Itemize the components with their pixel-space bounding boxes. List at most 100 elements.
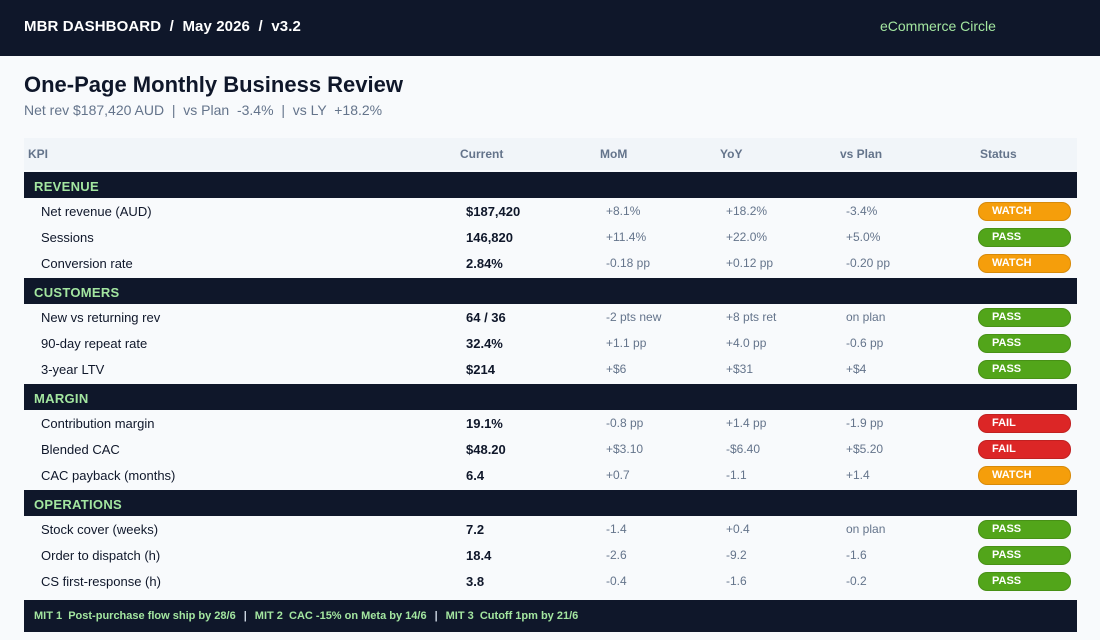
current-value: $48.20 xyxy=(466,442,506,457)
section-header-revenue: REVENUE xyxy=(24,172,1077,198)
current-value: 2.84% xyxy=(466,256,503,271)
kpi-table: KPI Current MoM YoY vs Plan Status REVEN… xyxy=(24,138,1077,594)
yoy-change: +4.0 pp xyxy=(726,336,767,350)
current-value: 6.4 xyxy=(466,468,485,483)
mom-change: +11.4% xyxy=(606,230,647,244)
kpi-name: Net revenue (AUD) xyxy=(41,204,152,219)
mom-change: +$3.10 xyxy=(606,442,644,456)
yoy-change: +$31 xyxy=(726,362,754,376)
mom-change: +$6 xyxy=(606,362,627,376)
mit-footer: MIT 1 Post-purchase flow ship by 28/6 | MI… xyxy=(24,600,1077,632)
mom-change: +1.1 pp xyxy=(606,336,647,350)
vs-plan-change: -0.2 xyxy=(846,574,867,588)
status-badge: PASS xyxy=(978,334,1071,353)
yoy-change: -$6.40 xyxy=(726,442,761,456)
mit-item: MIT 1 Post-purchase flow ship by 28/6 xyxy=(34,610,236,622)
status-badge: WATCH xyxy=(978,202,1071,221)
section-header-margin: MARGIN xyxy=(24,384,1077,410)
vs-plan-change: +$4 xyxy=(846,362,867,376)
mom-change: +0.7 xyxy=(606,468,630,482)
status-badge: PASS xyxy=(978,228,1071,247)
kpi-name: Sessions xyxy=(41,230,94,245)
yoy-change: +0.4 xyxy=(726,522,750,536)
vs-plan-change: -0.20 pp xyxy=(846,256,891,270)
yoy-change: +0.12 pp xyxy=(726,256,774,270)
vs-plan-change: -3.4% xyxy=(846,204,878,218)
column-header-status: Status xyxy=(980,147,1017,161)
status-badge: PASS xyxy=(978,360,1071,379)
table-row: Conversion rate 2.84% -0.18 pp +0.12 pp -0.2… xyxy=(24,250,1077,276)
vs-plan-change: on plan xyxy=(846,310,886,324)
table-row: Blended CAC $48.20 +$3.10 -$6.40 +$5.20 FAIL xyxy=(24,436,1077,462)
yoy-change: -1.1 xyxy=(726,468,747,482)
kpi-name: CS first-response (h) xyxy=(41,574,161,589)
column-header-mom: MoM xyxy=(600,147,628,161)
status-badge: FAIL xyxy=(978,440,1071,459)
table-row: CS first-response (h) 3.8 -0.4 -1.6 -0.2 PASS xyxy=(24,568,1077,594)
column-header-vs-plan: vs Plan xyxy=(840,147,883,161)
current-value: 18.4 xyxy=(466,548,492,563)
table-row: Sessions 146,820 +11.4% +22.0% +5.0% PASS xyxy=(24,224,1077,250)
current-value: 32.4% xyxy=(466,336,503,351)
table-row: 3-year LTV $214 +$6 +$31 +$4 PASS xyxy=(24,356,1077,382)
column-header-yoy: YoY xyxy=(720,147,743,161)
page-subtitle: Net rev $187,420 AUD | vs Plan -3.4% | v… xyxy=(24,102,383,118)
section-title: OPERATIONS xyxy=(34,497,122,512)
kpi-name: Stock cover (weeks) xyxy=(41,522,159,537)
page-title: One-Page Monthly Business Review xyxy=(24,72,403,97)
yoy-change: -9.2 xyxy=(726,548,747,562)
table-row: 90-day repeat rate 32.4% +1.1 pp +4.0 pp -0.… xyxy=(24,330,1077,356)
vs-plan-change: -0.6 pp xyxy=(846,336,884,350)
mom-change: +8.1% xyxy=(606,204,641,218)
vs-plan-change: on plan xyxy=(846,522,886,536)
brand-name: eCommerce Circle xyxy=(880,18,996,34)
table-row: Stock cover (weeks) 7.2 -1.4 +0.4 on plan PAS… xyxy=(24,516,1077,542)
yoy-change: +22.0% xyxy=(726,230,768,244)
kpi-name: Blended CAC xyxy=(41,442,120,457)
current-value: $187,420 xyxy=(466,204,521,219)
mom-change: -1.4 xyxy=(606,522,627,536)
column-header-kpi: KPI xyxy=(28,147,49,161)
kpi-name: 3-year LTV xyxy=(41,362,105,377)
mit-separator: | xyxy=(434,610,438,622)
vs-plan-change: +$5.20 xyxy=(846,442,884,456)
section-title: CUSTOMERS xyxy=(34,285,120,300)
mom-change: -2 pts new xyxy=(606,310,662,324)
table-row: New vs returning rev 64 / 36 -2 pts new +8 … xyxy=(24,304,1077,330)
vs-plan-change: -1.9 pp xyxy=(846,416,884,430)
current-value: 3.8 xyxy=(466,574,485,589)
mit-list: MIT 1 Post-purchase flow ship by 28/6 | MI… xyxy=(34,610,578,622)
mom-change: -0.18 pp xyxy=(606,256,651,270)
table-body: REVENUE Net revenue (AUD) $187,420 +8.1% +18… xyxy=(24,172,1077,594)
status-badge: FAIL xyxy=(978,414,1071,433)
mit-item: MIT 3 Cutoff 1pm by 21/6 xyxy=(445,610,579,622)
status-badge: WATCH xyxy=(978,254,1071,273)
table-row: CAC payback (months) 6.4 +0.7 -1.1 +1.4 WATCH xyxy=(24,462,1077,488)
kpi-name: New vs returning rev xyxy=(41,310,161,325)
kpi-name: Order to dispatch (h) xyxy=(41,548,161,563)
kpi-name: Conversion rate xyxy=(41,256,133,271)
column-header-current: Current xyxy=(460,147,504,161)
status-badge: WATCH xyxy=(978,466,1071,485)
current-value: 7.2 xyxy=(466,522,485,537)
kpi-name: 90-day repeat rate xyxy=(41,336,148,351)
status-badge: PASS xyxy=(978,572,1071,591)
current-value: 146,820 xyxy=(466,230,513,245)
table-header: KPI Current MoM YoY vs Plan Status xyxy=(24,138,1077,170)
mit-separator: | xyxy=(243,610,247,622)
current-value: 19.1% xyxy=(466,416,503,431)
kpi-name: CAC payback (months) xyxy=(41,468,176,483)
vs-plan-change: +5.0% xyxy=(846,230,881,244)
top-bar: MBR DASHBOARD / May 2026 / v3.2 eCommerc… xyxy=(0,0,1100,56)
section-title: REVENUE xyxy=(34,179,99,194)
yoy-change: -1.6 xyxy=(726,574,747,588)
yoy-change: +8 pts ret xyxy=(726,310,777,324)
mit-item: MIT 2 CAC -15% on Meta by 14/6 xyxy=(254,610,427,622)
current-value: 64 / 36 xyxy=(466,310,506,325)
yoy-change: +18.2% xyxy=(726,204,768,218)
status-badge: PASS xyxy=(978,546,1071,565)
section-header-operations: OPERATIONS xyxy=(24,490,1077,516)
table-row: Order to dispatch (h) 18.4 -2.6 -9.2 -1.6 PAS… xyxy=(24,542,1077,568)
section-header-customers: CUSTOMERS xyxy=(24,278,1077,304)
breadcrumb: MBR DASHBOARD / May 2026 / v3.2 xyxy=(24,18,301,35)
